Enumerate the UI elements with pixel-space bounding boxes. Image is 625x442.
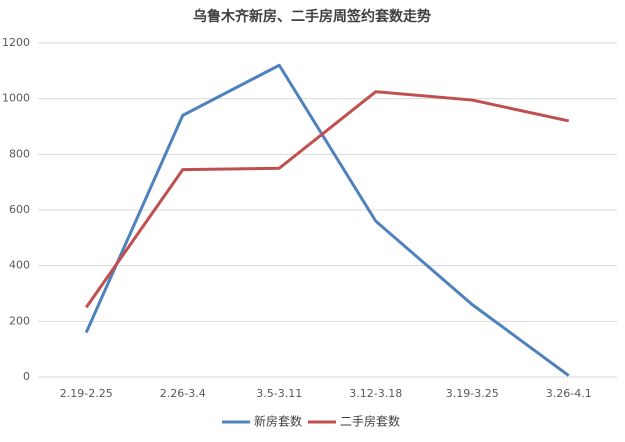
y-tick-label: 1200	[2, 36, 30, 49]
x-tick-label: 3.19-3.25	[446, 387, 499, 400]
y-tick-label: 0	[23, 370, 30, 383]
series-line	[85, 90, 570, 309]
series-line	[84, 63, 570, 377]
legend-label: 二手房套数	[340, 414, 400, 429]
x-tick-label: 3.26-4.1	[546, 387, 592, 400]
legend-label: 新房套数	[254, 414, 302, 429]
x-tick-label: 3.5-3.11	[256, 387, 302, 400]
x-tick-label: 2.19-2.25	[60, 387, 113, 400]
y-tick-label: 600	[9, 203, 30, 216]
y-tick-label: 200	[9, 314, 30, 327]
y-tick-label: 1000	[2, 92, 30, 105]
y-tick-label: 800	[9, 147, 30, 160]
x-tick-label: 3.12-3.18	[349, 387, 402, 400]
chart-title: 乌鲁木齐新房、二手房周签约套数走势	[193, 8, 431, 25]
x-tick-label: 2.26-3.4	[160, 387, 206, 400]
y-tick-label: 400	[9, 259, 30, 272]
